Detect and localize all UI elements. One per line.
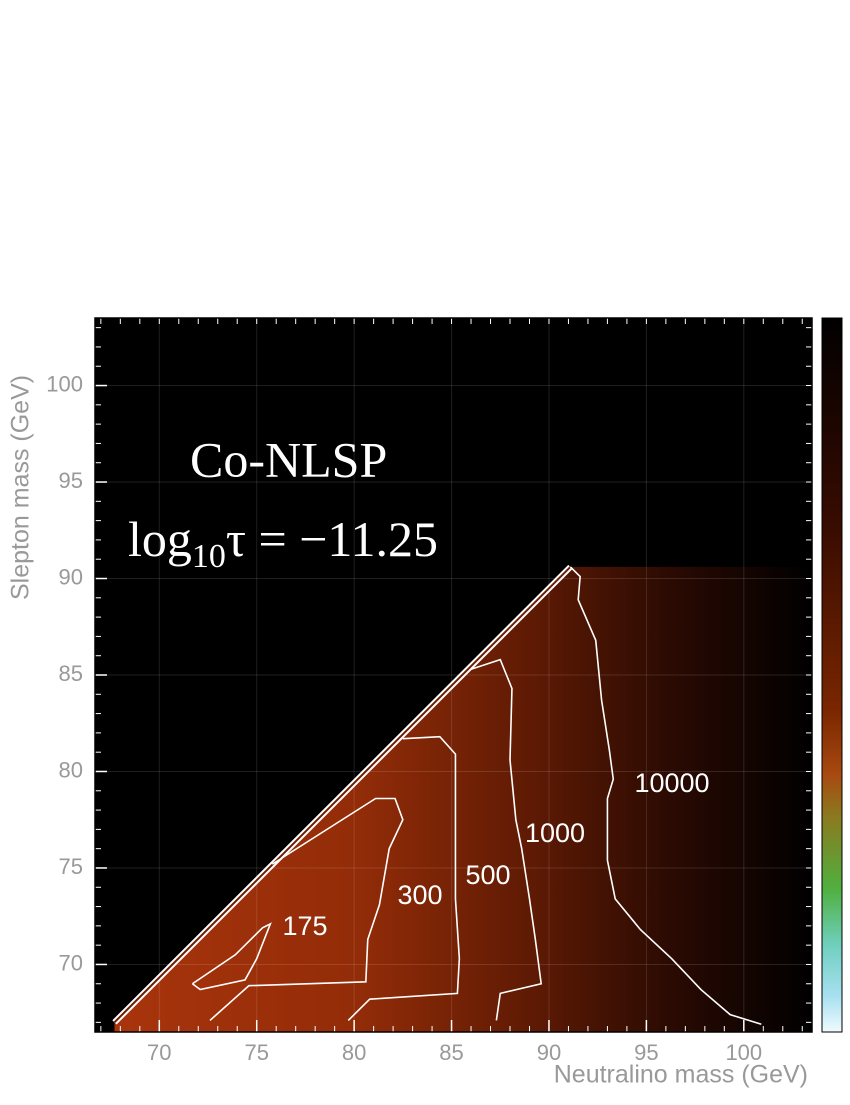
x-tick-label: 85 xyxy=(439,1040,463,1065)
y-tick-label: 70 xyxy=(59,950,83,975)
contour-label: 10000 xyxy=(634,768,709,798)
contour-line xyxy=(191,922,272,991)
plot-frame xyxy=(94,317,813,1033)
y-tick-label: 85 xyxy=(59,661,83,686)
color-bar xyxy=(821,317,843,1033)
formula-rest: τ = −11.25 xyxy=(226,511,438,567)
y-tick-label: 95 xyxy=(59,468,83,493)
contour-line xyxy=(569,566,762,1026)
contour-line xyxy=(470,658,543,1021)
y-tick-label: 80 xyxy=(59,757,83,782)
y-tick-label: 100 xyxy=(46,371,83,396)
annotation: Co-NLSP xyxy=(190,431,387,487)
y-tick-label: 75 xyxy=(59,854,83,879)
contour-label: 1000 xyxy=(525,818,585,848)
y-tick-label: 90 xyxy=(59,564,83,589)
contour-label: 175 xyxy=(282,911,327,941)
formula-subscript: 10 xyxy=(192,538,226,575)
contour-line xyxy=(347,735,461,1021)
formula-base: log xyxy=(128,511,192,567)
x-tick-label: 75 xyxy=(244,1040,268,1065)
y-axis-title: Slepton mass (GeV) xyxy=(7,375,35,600)
x-tick-label: 90 xyxy=(537,1040,561,1065)
x-tick-label: 70 xyxy=(147,1040,171,1065)
formula: log10τ = −11.25 xyxy=(128,511,438,574)
contour-line xyxy=(209,797,404,1022)
boundary-inner xyxy=(113,566,572,1024)
x-tick-label: 95 xyxy=(634,1040,658,1065)
contour-label: 300 xyxy=(397,880,442,910)
x-tick-label: 80 xyxy=(342,1040,366,1065)
x-axis-title: Neutralino mass (GeV) xyxy=(554,1061,808,1089)
x-tick-label: 100 xyxy=(725,1040,762,1065)
contour-label: 500 xyxy=(465,860,510,890)
heat-region xyxy=(114,566,812,1032)
